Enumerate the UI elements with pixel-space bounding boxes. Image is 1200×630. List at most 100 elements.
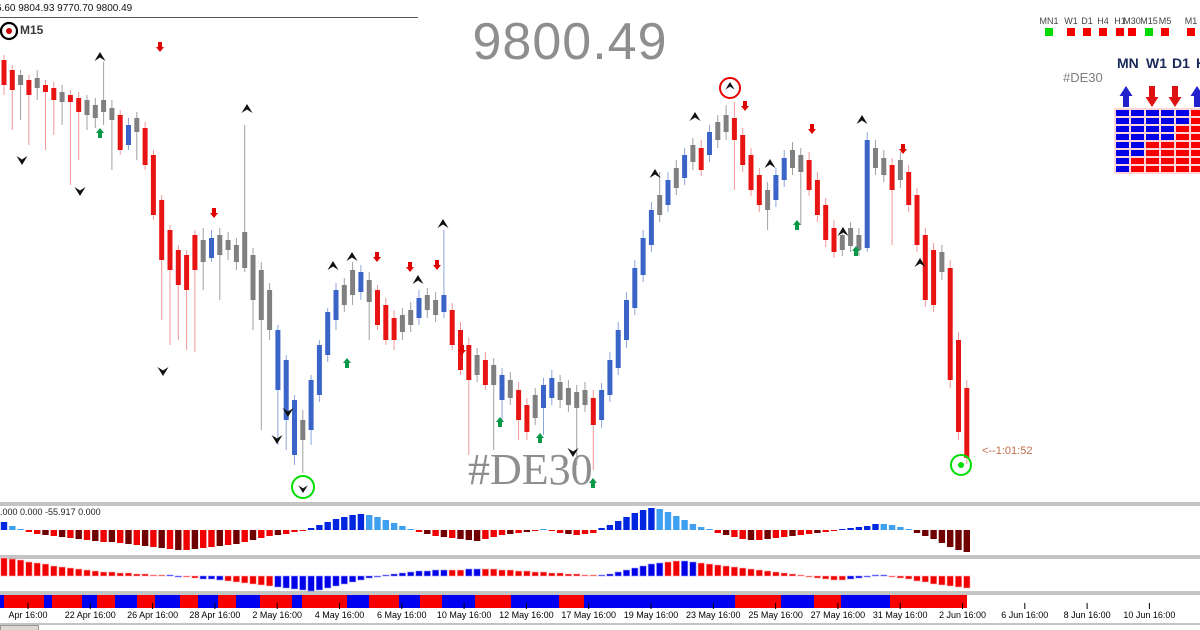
timeframe-chip-d1[interactable]: D1 <box>1074 16 1100 36</box>
heatmap-cell <box>1176 126 1189 132</box>
ind2-bar <box>506 569 514 577</box>
ind1-bar <box>847 528 854 530</box>
heatmap-cell <box>1176 118 1189 124</box>
stripe-segment <box>4 595 44 608</box>
heatmap-cell <box>1116 118 1129 124</box>
timeframe-chip-m15[interactable]: M15 <box>1136 16 1162 36</box>
fractal-up-icon <box>725 82 735 90</box>
ind2-bar <box>83 569 91 577</box>
x-axis-label: 22 Apr 16:00 <box>64 610 116 620</box>
buy-arrow-icon <box>536 433 544 443</box>
x-axis-label: Apr 16:00 <box>8 610 48 620</box>
x-axis-label: 10 May 16:00 <box>436 610 492 620</box>
timeframe-chip-label: H4 <box>1097 16 1109 26</box>
fractal-down-icon <box>271 435 283 444</box>
timeframe-chip-label: M30 <box>1123 16 1141 26</box>
candle <box>142 128 148 165</box>
ind1-bar <box>0 522 8 530</box>
ind1-bar <box>9 526 16 530</box>
candle <box>491 365 497 385</box>
x-axis-label: 2 Jun 16:00 <box>938 610 987 620</box>
ind1-bar <box>183 530 190 550</box>
ind1-bar <box>930 530 937 539</box>
timeframe-status-square <box>1116 28 1124 36</box>
heatmap-cell <box>1191 134 1200 140</box>
ind2-bar <box>315 575 323 591</box>
heatmap-cell <box>1131 142 1144 148</box>
ind1-bar <box>482 530 489 539</box>
candle <box>366 280 372 302</box>
fractal-down-icon <box>16 156 28 165</box>
timeframe-badge[interactable]: M15 <box>20 23 44 37</box>
ind2-bar <box>905 575 913 580</box>
fractal-up-icon <box>914 258 926 267</box>
timeframe-chip-h1[interactable]: H1 <box>1107 16 1133 36</box>
ind2-bar <box>91 570 99 577</box>
candle <box>333 290 339 320</box>
ind1-bar <box>299 530 306 531</box>
candle <box>690 145 696 162</box>
fractal-up-icon <box>437 219 449 228</box>
timeframe-chip-w1[interactable]: W1 <box>1058 16 1084 36</box>
stripe-segment <box>369 595 399 608</box>
ind2-bar <box>830 575 838 581</box>
x-axis-label: 10 Jun 16:00 <box>1123 610 1176 620</box>
candle <box>599 390 605 420</box>
ind1-bar <box>200 530 207 548</box>
timeframe-chip-m30[interactable]: M30 <box>1119 16 1145 36</box>
ind1-bar <box>307 528 315 530</box>
ind1-bar <box>565 530 572 534</box>
candle <box>341 285 347 305</box>
ind2-bar <box>17 559 25 577</box>
ind1-bar <box>839 529 846 530</box>
candle <box>499 375 505 400</box>
heatmap-cell <box>1146 158 1159 164</box>
timeframe-chip-m1[interactable]: M1 <box>1178 16 1200 36</box>
candle <box>408 310 414 325</box>
ind2-bar <box>174 575 182 578</box>
candle <box>34 78 40 88</box>
sell-arrow-icon <box>741 101 749 111</box>
candle <box>914 195 920 245</box>
ind1-bar <box>241 530 248 542</box>
ind1-bar <box>374 517 381 530</box>
fractal-up-icon <box>94 52 106 61</box>
heatmap-cell <box>1161 126 1174 132</box>
candle <box>466 345 472 380</box>
candle <box>723 115 729 132</box>
stripe-segment <box>511 595 559 608</box>
ind2-bar <box>938 575 946 586</box>
candle <box>101 100 107 112</box>
stripe-segment <box>218 595 236 608</box>
ind1-bar <box>523 530 531 532</box>
ind1-bar <box>92 530 99 541</box>
stripe-segment <box>260 595 292 608</box>
heatmap-cell <box>1191 118 1200 124</box>
ind1-bar <box>681 520 688 530</box>
ind2-bar <box>108 571 116 577</box>
ind1-bar <box>573 530 580 535</box>
ind1-bar <box>606 525 614 530</box>
timeframe-chip-m5[interactable]: M5 <box>1152 16 1178 36</box>
timeframe-chip-label: M5 <box>1158 16 1172 26</box>
ind2-bar <box>548 572 556 577</box>
timeframe-status-square <box>1187 28 1195 36</box>
timeframe-chip-mn1[interactable]: MN1 <box>1036 16 1062 36</box>
timeframe-chip-h4[interactable]: H4 <box>1090 16 1116 36</box>
ind1-bar <box>249 530 257 540</box>
candle <box>939 252 945 272</box>
ind2-bar <box>166 574 174 577</box>
candle <box>798 155 804 172</box>
ind2-bar <box>332 575 340 587</box>
candle <box>648 210 654 245</box>
buy-arrow-icon <box>589 478 597 488</box>
candle <box>200 240 206 262</box>
candle <box>292 400 297 455</box>
chart-tab[interactable] <box>0 625 39 630</box>
ind1-bar <box>905 529 912 530</box>
ind1-bar <box>581 530 589 534</box>
ind2-bar <box>564 573 572 577</box>
heatmap-cell <box>1146 126 1159 132</box>
ind1-bar <box>274 530 282 535</box>
